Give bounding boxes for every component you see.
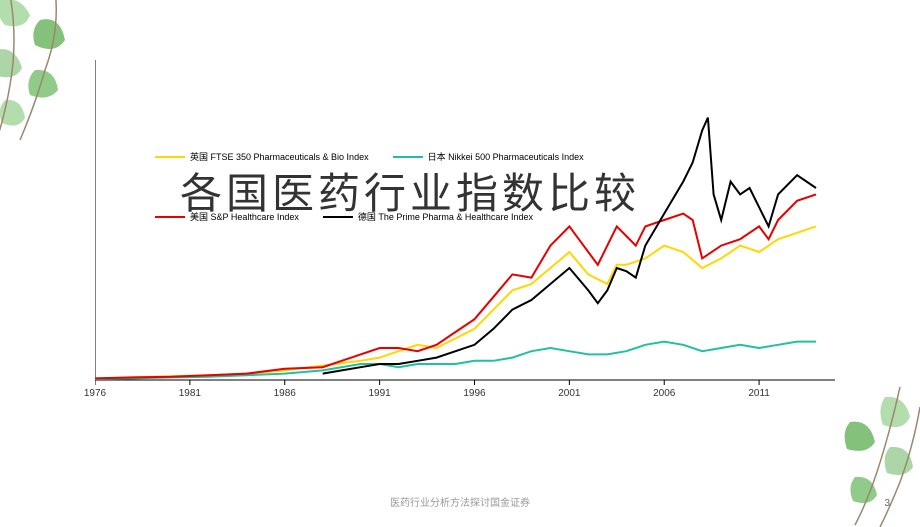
x-tick-label: 1986	[274, 388, 296, 399]
series-uk	[95, 226, 816, 378]
page-number: 3	[884, 498, 890, 509]
x-tick-label: 1991	[368, 388, 390, 399]
series-japan	[95, 342, 816, 379]
x-tick-label: 1996	[463, 388, 485, 399]
x-tick-label: 1976	[84, 388, 106, 399]
x-tick-label: 2006	[653, 388, 675, 399]
footer-text: 医药行业分析方法探讨国金证券	[390, 494, 530, 509]
line-chart	[95, 60, 835, 440]
x-tick-label: 2011	[748, 388, 770, 399]
chart-title: 各国医药行业指数比较	[180, 160, 640, 221]
chart-area: 19761981198619911996200120062011	[95, 60, 835, 440]
x-tick-label: 2001	[558, 388, 580, 399]
x-tick-label: 1981	[179, 388, 201, 399]
